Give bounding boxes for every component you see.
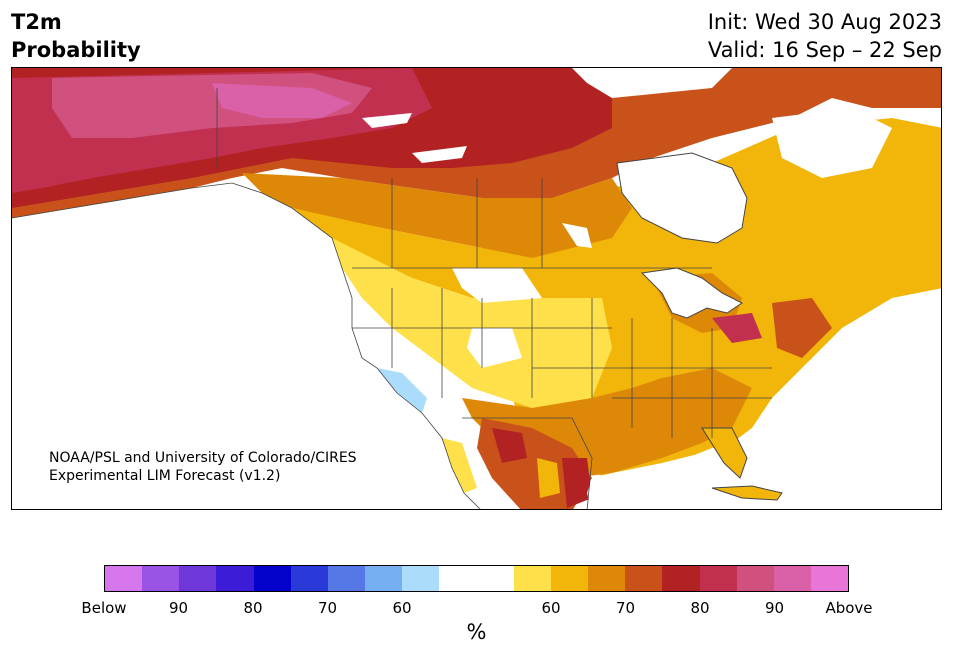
colorbar-ticks: Below 90 80 70 60 60 70 80 90 Above	[81, 599, 872, 619]
great-lakes	[640, 267, 743, 319]
florida	[701, 427, 748, 479]
colorbar-tick-label: Below	[81, 599, 127, 617]
colorbar-tick-label: 60	[541, 599, 561, 617]
region-west-70	[242, 173, 632, 258]
region-yukon-95	[212, 83, 352, 118]
colorbar-segment	[253, 566, 291, 591]
region-california-below	[377, 368, 427, 413]
credit-line-2: Experimental LIM Forecast (v1.2)	[49, 468, 281, 484]
arctic-water	[572, 68, 732, 98]
colorbar-segment	[327, 566, 366, 591]
colorbar-tick-label: Above	[825, 599, 873, 617]
date-info: Init: Wed 30 Aug 2023 Valid: 16 Sep – 22…	[708, 8, 942, 64]
forecast-map	[11, 67, 942, 510]
region-southwest-neutral	[342, 288, 492, 418]
colorbar-segment	[588, 566, 626, 591]
colorbar-segment	[290, 566, 328, 591]
colorbar-tick-label: 60	[392, 599, 412, 617]
canada-lake-2	[412, 146, 467, 163]
colorbar-segment	[773, 566, 811, 591]
colorbar-segment	[179, 566, 217, 591]
region-northeast-75	[772, 298, 832, 358]
colorbar-segment	[142, 566, 180, 591]
colorbar-segment	[736, 566, 774, 591]
region-mexico-80	[492, 428, 527, 463]
colorbar-unit: %	[466, 620, 487, 644]
forecast-credit: NOAA/PSL and University of Colorado/CIRE…	[49, 449, 357, 485]
region-plains-50	[332, 238, 612, 408]
colorbar-segment	[439, 566, 477, 591]
map-title: T2m Probability	[11, 8, 141, 64]
colorbar-segment	[810, 566, 849, 591]
pacific-ocean	[12, 183, 480, 509]
labrador-sea	[772, 108, 892, 178]
colorbar-segment	[476, 566, 514, 591]
init-date: Init: Wed 30 Aug 2023	[707, 10, 942, 34]
colorbar-segment	[105, 566, 143, 591]
region-texas-80	[562, 458, 592, 508]
colorbar-segment	[402, 566, 440, 591]
region-mid-atlantic-80	[712, 313, 762, 343]
probability-colorbar	[104, 565, 849, 592]
colorbar-segment	[365, 566, 403, 591]
canada-lake-1	[362, 113, 412, 128]
colorbar-tick-label: 70	[317, 599, 338, 617]
region-mexico-60	[537, 458, 560, 498]
valid-range: Valid: 16 Sep – 22 Sep	[707, 38, 942, 62]
cuba	[711, 485, 783, 501]
variable-label: T2m	[11, 10, 62, 34]
colorbar-segment	[216, 566, 254, 591]
colorbar-segment	[662, 566, 700, 591]
canada-lake-3	[562, 223, 592, 248]
product-label: Probability	[11, 38, 141, 62]
map-canvas	[12, 68, 941, 509]
colorbar-tick-label: 80	[690, 599, 710, 617]
region-utah-neutral	[467, 328, 522, 368]
colorbar-tick-label: 90	[168, 599, 189, 617]
political-borders	[12, 88, 772, 509]
colorbar-segment	[550, 566, 589, 591]
colorbar-segment	[699, 566, 737, 591]
colorbar-segment	[513, 566, 551, 591]
region-plains-neutral	[452, 268, 542, 303]
atlantic-ocean	[712, 288, 941, 509]
colorbar-tick-label: 80	[243, 599, 263, 617]
colorbar-tick-label: 70	[615, 599, 636, 617]
hudson-bay	[616, 152, 748, 244]
colorbar-segment	[625, 566, 663, 591]
region-baja-50	[442, 438, 477, 493]
gulf-of-mexico	[587, 453, 712, 509]
colorbar-tick-label: 90	[764, 599, 785, 617]
credit-line-1: NOAA/PSL and University of Colorado/CIRE…	[49, 450, 357, 466]
